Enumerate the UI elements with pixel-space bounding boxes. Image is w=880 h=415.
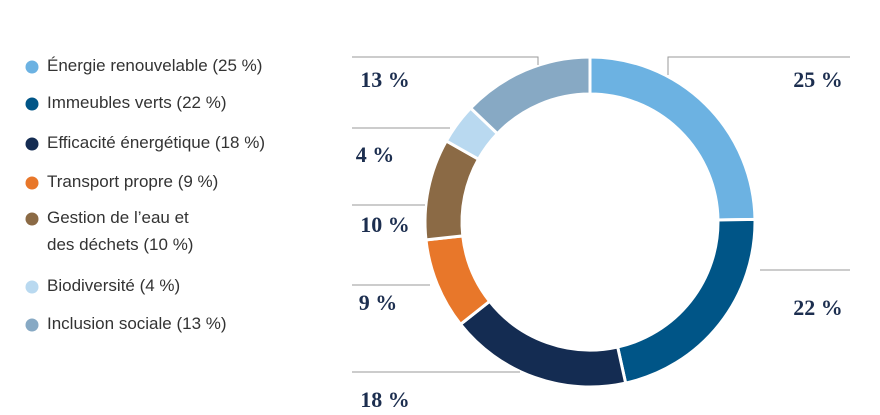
legend-line: Énergie renouvelable (25 %) xyxy=(47,56,262,75)
legend-label: Gestion de l’eau et des déchets (10 %) xyxy=(47,208,193,254)
value-label: 13 % xyxy=(360,67,410,92)
legend-line: Immeubles verts (22 %) xyxy=(47,93,227,112)
value-label: 9 % xyxy=(359,290,398,315)
legend-marker xyxy=(25,137,39,151)
donut-segment xyxy=(588,55,757,222)
donut-segment xyxy=(468,55,592,136)
leader-line xyxy=(667,56,850,75)
legend-line: Gestion de l’eau et xyxy=(47,208,189,227)
legend-label: Inclusion sociale (13 %) xyxy=(47,314,227,333)
donut-segment xyxy=(458,299,628,389)
value-label: 10 % xyxy=(360,212,410,237)
legend-marker xyxy=(25,176,39,190)
legend-line: Transport propre (9 %) xyxy=(47,172,218,191)
legend-line: Biodiversité (4 %) xyxy=(47,276,180,295)
donut-segment xyxy=(615,217,757,385)
legend-label: Immeubles verts (22 %) xyxy=(47,93,227,112)
legend-label: Biodiversité (4 %) xyxy=(47,276,180,295)
legend-marker xyxy=(25,212,39,226)
leader-line xyxy=(352,56,539,65)
legend-line: Inclusion sociale (13 %) xyxy=(47,314,227,333)
value-label: 4 % xyxy=(356,142,395,167)
legend-line: des déchets (10 %) xyxy=(47,235,193,254)
value-label: 25 % xyxy=(793,67,843,92)
value-label: 18 % xyxy=(360,387,410,412)
legend-marker xyxy=(25,60,39,74)
legend-label: Énergie renouvelable (25 %) xyxy=(47,56,262,75)
value-label: 22 % xyxy=(793,295,843,320)
legend-marker xyxy=(25,280,39,294)
legend-label: Efficacité énergétique (18 %) xyxy=(47,133,265,152)
legend-label: Transport propre (9 %) xyxy=(47,172,218,191)
legend-marker xyxy=(25,97,39,111)
legend-marker xyxy=(25,318,39,332)
legend-line: Efficacité énergétique (18 %) xyxy=(47,133,265,152)
